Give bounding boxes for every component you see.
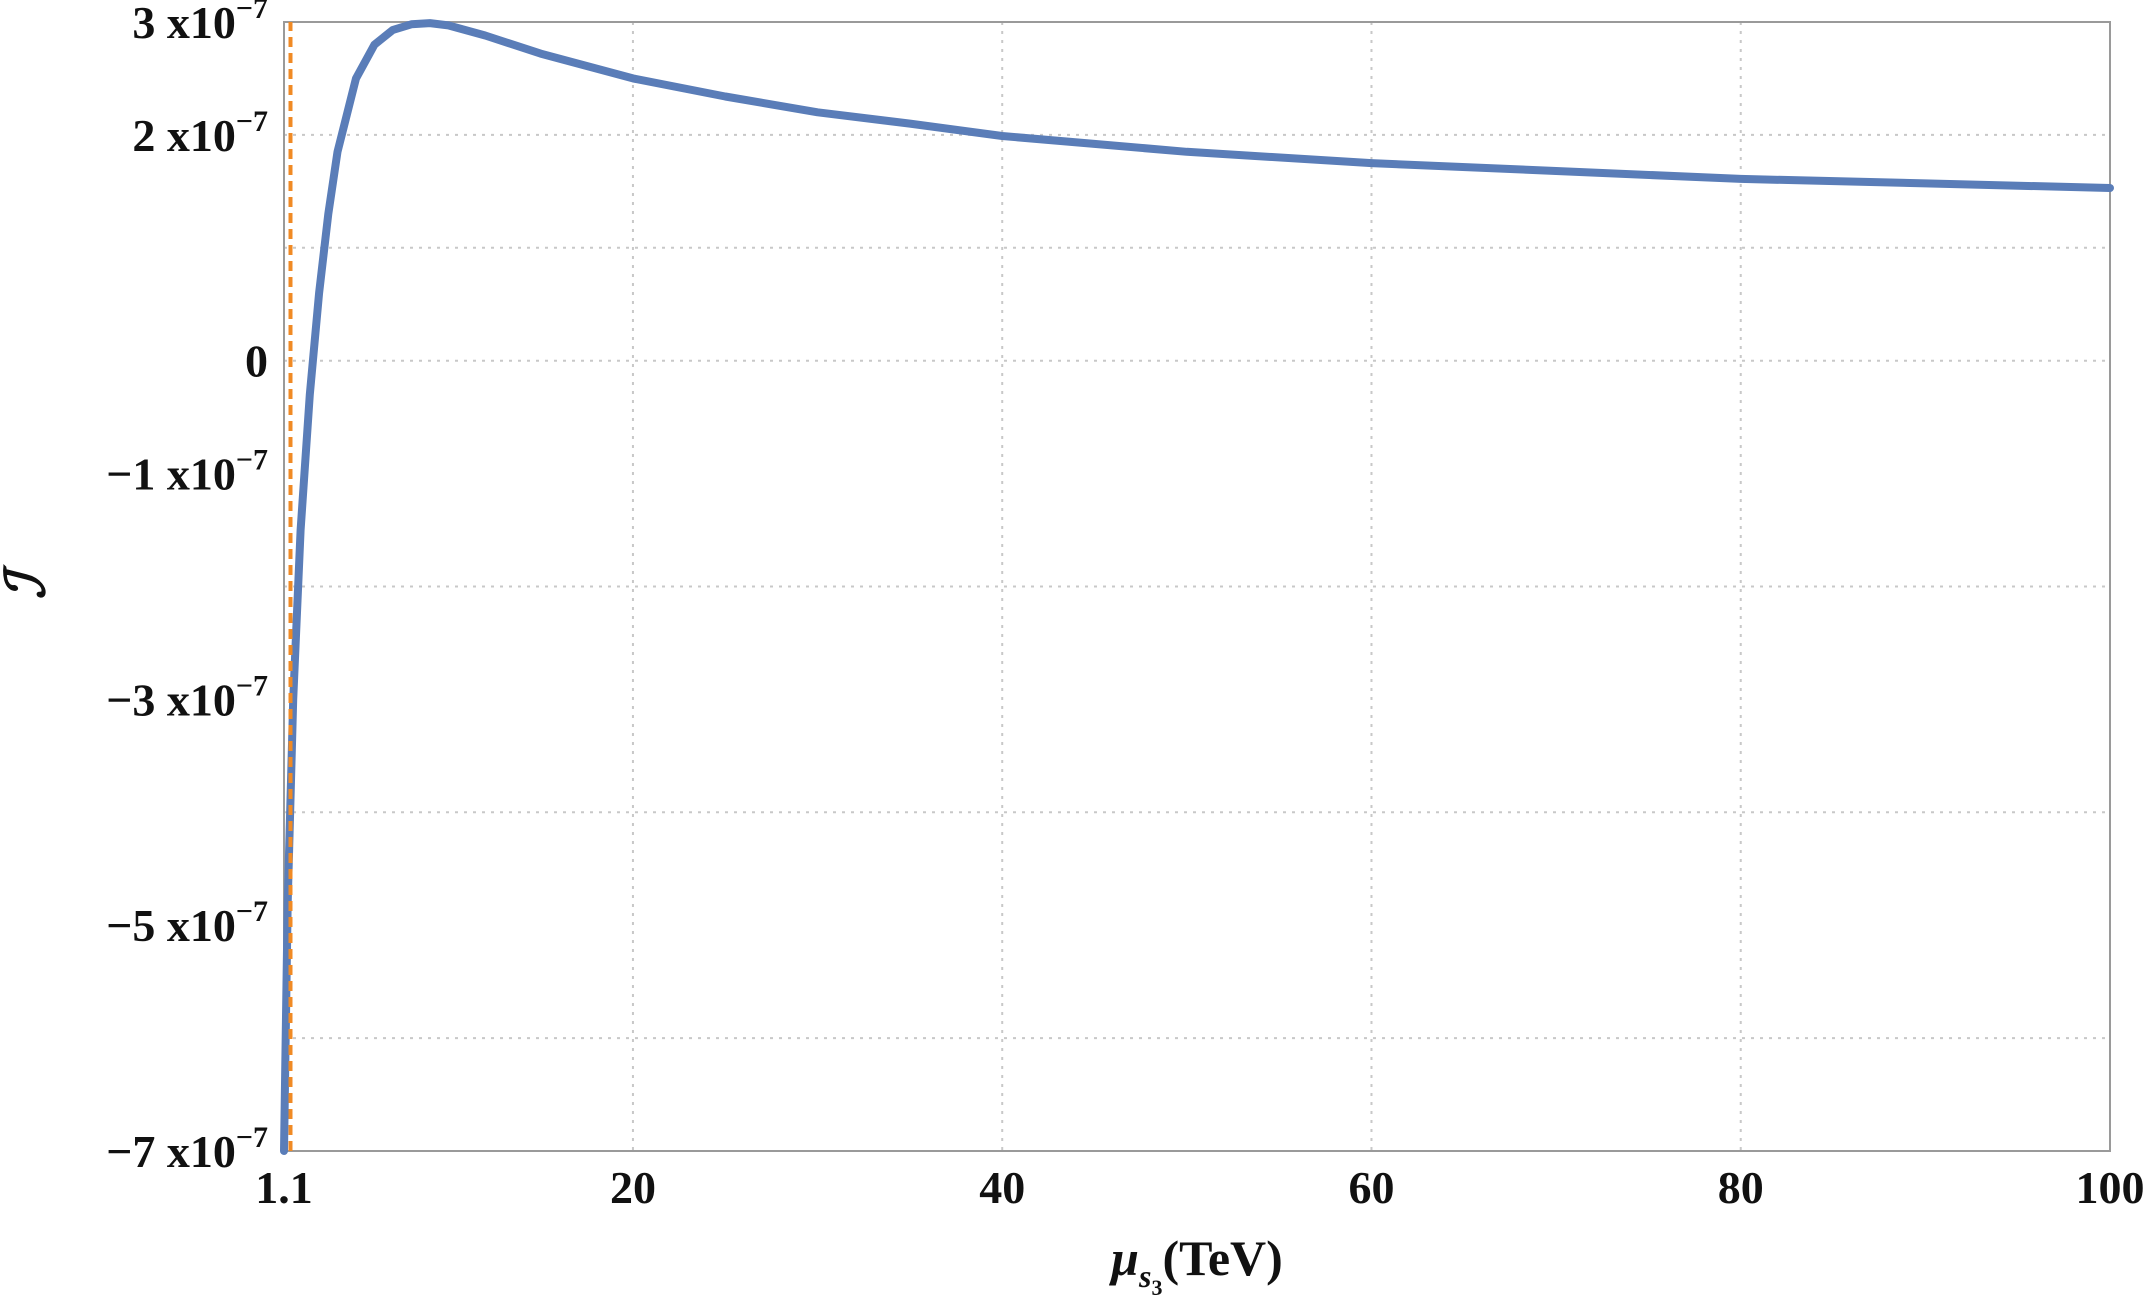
x-axis-subsubscript: 3 <box>1151 1275 1162 1300</box>
series-line-0-solid <box>280 19 2114 1155</box>
x-tick-label-5: 100 <box>2076 1162 2145 1213</box>
y-tick-label-4: −3 x10−7 <box>106 669 268 725</box>
x-tick-label-4: 80 <box>1718 1162 1764 1213</box>
x-tick-label-0: 1.1 <box>255 1162 313 1213</box>
y-tick-base: x10 <box>155 900 236 951</box>
y-tick-mantissa: 2 <box>132 110 155 161</box>
y-tick-base: x10 <box>155 1126 236 1177</box>
y-tick-exponent: −7 <box>236 105 268 138</box>
x-tick-label-3: 60 <box>1348 1162 1394 1213</box>
y-tick-base: x10 <box>155 110 236 161</box>
y-tick-label-6: −7 x10−7 <box>106 1121 268 1177</box>
y-tick-mantissa: −5 <box>106 900 155 951</box>
y-tick-exponent: −7 <box>236 0 268 25</box>
x-axis-symbol: μ <box>1108 1230 1139 1286</box>
y-tick-exponent: −7 <box>236 444 268 477</box>
y-tick-base: x10 <box>155 674 236 725</box>
y-tick-base: x10 <box>155 0 236 48</box>
y-tick-mantissa: −3 <box>106 674 155 725</box>
y-tick-exponent: −7 <box>236 669 268 702</box>
x-tick-labels: 1.1 20 40 60 80 100 <box>255 1162 2144 1213</box>
y-tick-labels: 3 x10−72 x10−70−1 x10−7−3 x10−7−5 x10−7−… <box>106 0 268 1177</box>
x-axis-title: μs3(TeV) <box>1108 1230 1283 1300</box>
y-tick-mantissa: 3 <box>132 0 155 48</box>
y-tick-exponent: −7 <box>236 895 268 928</box>
y-tick-label-5: −5 x10−7 <box>106 895 268 951</box>
y-tick-mantissa: −7 <box>106 1126 155 1177</box>
x-axis-unit: (TeV) <box>1162 1230 1282 1286</box>
y-tick-exponent: −7 <box>236 1121 268 1154</box>
y-axis-title: ℐ <box>0 563 56 599</box>
x-axis-subscript: s <box>1138 1258 1151 1294</box>
y-tick-label-2: 0 <box>245 336 268 387</box>
y-tick-label-3: −1 x10−7 <box>106 444 268 500</box>
x-tick-label-2: 40 <box>979 1162 1025 1213</box>
y-tick-mantissa: −1 <box>106 449 155 500</box>
y-tick-label-0: 3 x10−7 <box>132 0 268 48</box>
y-tick-label-1: 2 x10−7 <box>132 105 268 161</box>
y-tick-base: x10 <box>155 449 236 500</box>
series-layer <box>280 19 2114 1155</box>
plot-frame <box>283 21 2111 1152</box>
x-tick-label-1: 20 <box>610 1162 656 1213</box>
y-tick-mantissa: 0 <box>245 336 268 387</box>
grid <box>283 21 2111 1151</box>
